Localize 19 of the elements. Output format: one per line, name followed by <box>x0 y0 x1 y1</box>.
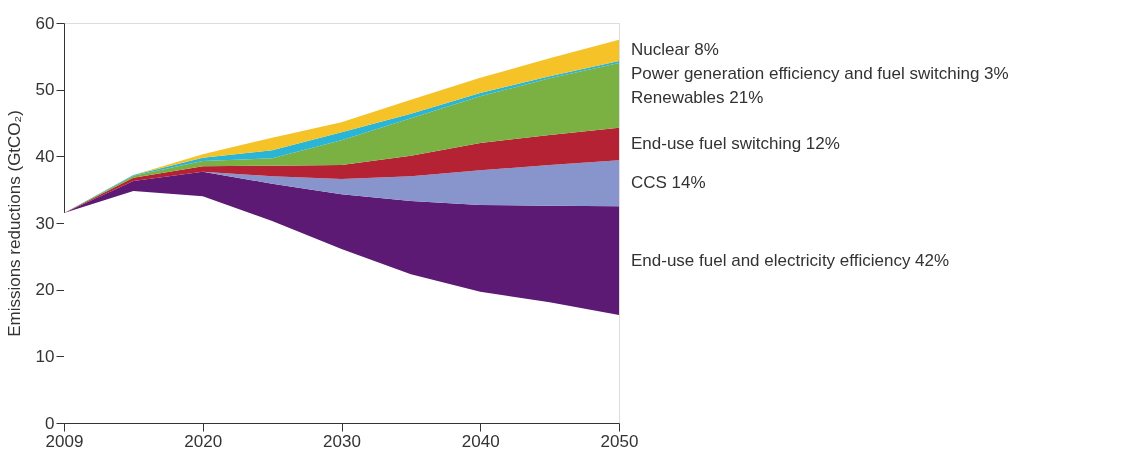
x-tick-label: 2020 <box>184 431 223 451</box>
series-label: Renewables 21% <box>631 88 764 108</box>
y-tick-label: 30 <box>35 213 55 233</box>
y-tick-label: 50 <box>35 80 55 100</box>
y-tick-label: 0 <box>45 413 55 433</box>
y-tick-label: 10 <box>35 346 55 366</box>
y-tick-label: 20 <box>35 280 55 300</box>
series-label: CCS 14% <box>631 173 706 193</box>
x-tick-label: 2040 <box>461 431 500 451</box>
y-axis-title: Emissions reductions (GtCO₂) <box>4 110 24 337</box>
x-tick-label: 2009 <box>45 431 84 451</box>
x-tick-label: 2030 <box>323 431 361 451</box>
series-label: End-use fuel and electricity efficiency 42% <box>631 250 950 270</box>
series-label: End-use fuel switching 12% <box>631 134 840 153</box>
y-tick-label: 60 <box>35 13 55 33</box>
series-label: Nuclear 8% <box>631 40 719 60</box>
x-tick-label: 2050 <box>600 431 639 451</box>
y-tick-label: 40 <box>35 146 55 166</box>
series-label: Power generation efficiency and fuel switching 3% <box>631 64 1009 84</box>
